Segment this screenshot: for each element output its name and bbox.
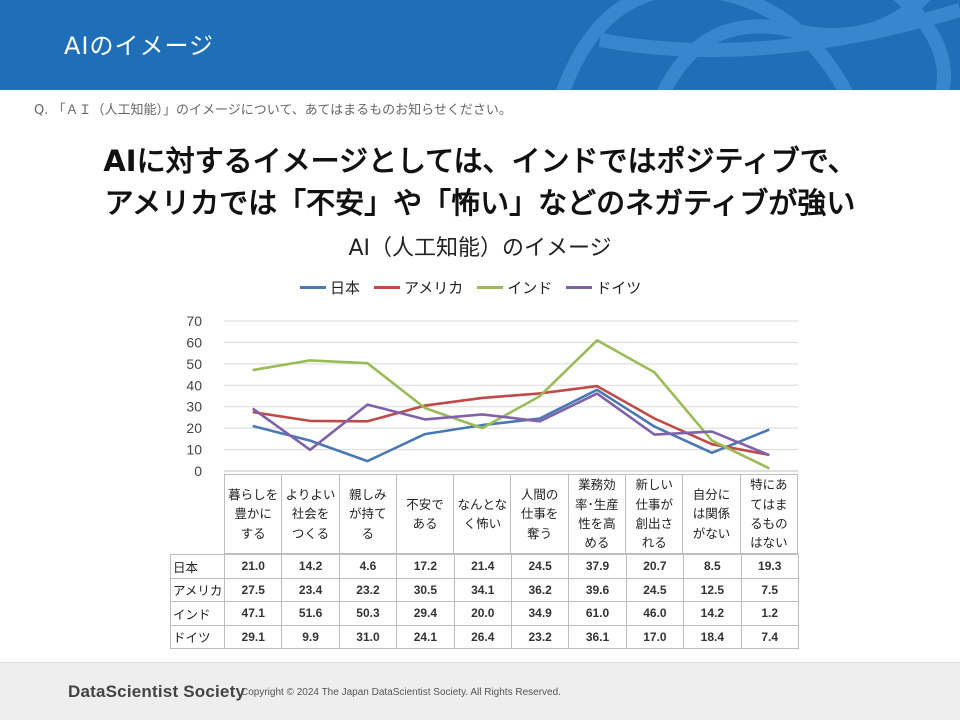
header-band: AIのイメージ <box>0 0 960 90</box>
y-tick-label: 10 <box>186 442 202 458</box>
category-label: 特にあ てはま るもの はない <box>739 474 798 554</box>
table-cell: 37.9 <box>568 554 627 579</box>
page-title: AIのイメージ <box>64 32 215 60</box>
headline-line-1: AIに対するイメージとしては、インドではポジティブで、 <box>103 144 857 178</box>
legend-label: アメリカ <box>404 278 464 297</box>
legend-swatch-japan <box>300 285 326 289</box>
table-cell: 31.0 <box>338 624 398 649</box>
table-row-header: ドイツ <box>170 624 225 649</box>
data-table: 日本 21.0 14.2 4.6 17.2 21.4 24.5 37.9 20.7 8.5 19.3… <box>170 554 799 649</box>
table-cell: 24.5 <box>510 554 570 579</box>
line-chart: 70 60 50 40 30 20 10 0 <box>186 313 798 479</box>
category-label: よりよい 社会を つくる <box>281 474 339 554</box>
category-label: 暮らしを 豊かに する <box>224 474 282 554</box>
table-cell: 39.6 <box>568 577 627 602</box>
table-cell: 17.0 <box>625 624 685 649</box>
y-tick-label: 70 <box>186 313 202 329</box>
table-cell: 34.1 <box>453 577 512 602</box>
category-label: なんとな く怖い <box>453 474 511 554</box>
series-line-1 <box>252 384 770 457</box>
table-cell: 14.2 <box>683 601 742 626</box>
table-cell: 23.2 <box>510 624 570 649</box>
y-tick-label: 50 <box>186 356 202 372</box>
table-cell: 50.3 <box>338 601 398 626</box>
table-row-header: 日本 <box>170 554 225 579</box>
chart-title: AI（人工知能）のイメージ <box>348 236 612 261</box>
company-logo: DataScientist Society <box>68 682 246 701</box>
table-cell: 34.9 <box>510 601 570 626</box>
series-line-3 <box>251 392 770 457</box>
category-label: 新しい 仕事が 創出さ れる <box>625 474 683 554</box>
table-cell: 9.9 <box>281 624 340 649</box>
headline-line-2: アメリカでは「不安」や「怖い」などのネガティブが強い <box>104 186 856 220</box>
table-row: インド 47.1 51.6 50.3 29.4 20.0 34.9 61.0 46.0 14.2 1… <box>170 601 799 626</box>
series-line-0 <box>252 388 770 463</box>
copyright-text: Copyright © 2024 The Japan DataScientist… <box>241 687 561 698</box>
category-label: 人間の 仕事を 奪う <box>510 474 568 554</box>
legend-swatch-germany <box>566 285 593 289</box>
legend-label: 日本 <box>330 278 361 297</box>
table-row-header: インド <box>170 601 225 626</box>
y-tick-label: 30 <box>186 399 202 415</box>
table-cell: 23.4 <box>281 577 340 602</box>
table-row: アメリカ 27.5 23.4 23.2 30.5 34.1 36.2 39.6 24.5 12.5… <box>170 577 799 602</box>
chart-legend: 日本 アメリカ インド ドイツ <box>300 276 641 298</box>
legend-item-japan: 日本 <box>300 277 360 298</box>
legend-label: ドイツ <box>596 278 642 297</box>
series-line-2 <box>252 338 770 470</box>
category-header-row: 暮らしを 豊かに する よりよい 社会を つくる 親しみ が持てる不安で ある なんとな く怖い 人間… <box>224 474 798 554</box>
table-cell: 19.3 <box>740 554 799 579</box>
table-cell: 21.0 <box>223 554 283 579</box>
legend-item-india: インド <box>477 277 552 298</box>
table-cell: 17.2 <box>396 554 455 579</box>
y-tick-label: 40 <box>186 377 202 393</box>
y-tick-label: 60 <box>186 334 202 350</box>
table-cell: 21.4 <box>453 554 512 579</box>
table-cell: 29.4 <box>396 601 455 626</box>
table-cell: 1.2 <box>740 601 799 626</box>
legend-swatch-india <box>477 285 504 289</box>
category-label: 不安で ある <box>395 474 454 554</box>
table-cell: 61.0 <box>568 601 627 626</box>
table-cell: 23.2 <box>338 577 398 602</box>
table-row-header: アメリカ <box>170 577 225 602</box>
table-cell: 27.5 <box>223 577 283 602</box>
table-cell: 46.0 <box>625 601 685 626</box>
globe-decoration <box>556 0 960 90</box>
table-cell: 18.4 <box>683 624 742 649</box>
footer: DataScientist Society Copyright © 2024 T… <box>0 662 960 720</box>
table-cell: 29.1 <box>223 624 283 649</box>
table-cell: 20.0 <box>453 601 512 626</box>
table-cell: 47.1 <box>223 601 283 626</box>
table-cell: 36.1 <box>568 624 627 649</box>
survey-question: Q. 「ＡＩ（人工知能）」のイメージについて、あてはまるものお知らせください。 <box>34 103 512 118</box>
table-cell: 24.5 <box>625 577 685 602</box>
category-label: 業務効 率･生産 性を高 める <box>567 474 626 554</box>
table-cell: 26.4 <box>453 624 512 649</box>
legend-swatch-america <box>374 285 401 289</box>
legend-label: インド <box>507 278 553 297</box>
table-row: ドイツ 29.1 9.9 31.0 24.1 26.4 23.2 36.1 17.0 18.4 7.… <box>170 624 799 649</box>
table-cell: 14.2 <box>281 554 340 579</box>
table-cell: 4.6 <box>338 554 398 579</box>
table-cell: 7.4 <box>740 624 799 649</box>
table-row: 日本 21.0 14.2 4.6 17.2 21.4 24.5 37.9 20.7 8.5 19.3 <box>170 554 799 579</box>
table-cell: 24.1 <box>396 624 455 649</box>
table-cell: 36.2 <box>510 577 570 602</box>
table-cell: 7.5 <box>740 577 799 602</box>
table-cell: 8.5 <box>683 554 742 579</box>
y-tick-label: 0 <box>194 463 202 479</box>
legend-item-germany: ドイツ <box>566 277 641 298</box>
table-cell: 12.5 <box>683 577 742 602</box>
category-label: 親しみ が持てる <box>338 474 396 554</box>
table-cell: 30.5 <box>396 577 455 602</box>
table-cell: 20.7 <box>625 554 685 579</box>
category-label: 自分に は関係 がない <box>682 474 740 554</box>
table-cell: 51.6 <box>281 601 340 626</box>
legend-item-america: アメリカ <box>374 277 463 298</box>
y-tick-label: 20 <box>186 420 202 436</box>
